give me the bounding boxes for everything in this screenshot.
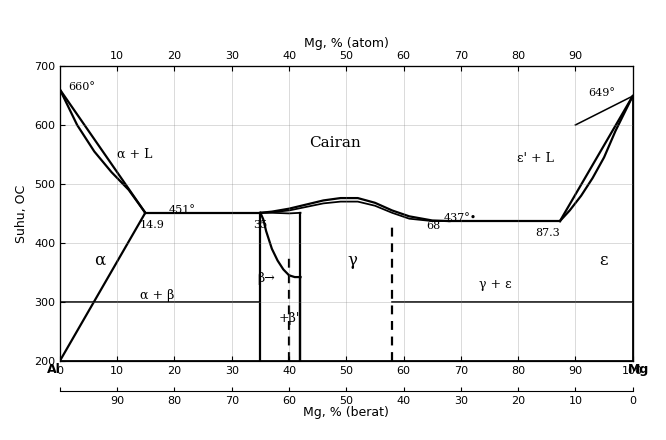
- Text: 649°: 649°: [589, 88, 615, 98]
- Text: 660°: 660°: [69, 82, 95, 92]
- Text: Mg: Mg: [628, 363, 649, 376]
- Text: 68: 68: [426, 221, 441, 231]
- Text: 451°: 451°: [168, 205, 196, 215]
- Text: 35: 35: [253, 220, 268, 230]
- Text: α + β: α + β: [140, 290, 174, 302]
- Text: γ + ε: γ + ε: [479, 278, 511, 291]
- Text: +β': +β': [278, 312, 300, 325]
- Text: β→: β→: [257, 272, 275, 285]
- Text: α: α: [95, 252, 106, 269]
- X-axis label: Mg, % (atom): Mg, % (atom): [304, 37, 389, 50]
- Text: ε' + L: ε' + L: [517, 152, 553, 165]
- Text: γ: γ: [347, 252, 357, 269]
- X-axis label: Mg, % (berat): Mg, % (berat): [304, 406, 389, 419]
- Text: Al: Al: [47, 363, 61, 376]
- Text: 87.3: 87.3: [535, 228, 560, 238]
- Text: 437°•: 437°•: [444, 213, 477, 223]
- Text: Cairan: Cairan: [309, 136, 361, 150]
- Text: α + L: α + L: [117, 148, 152, 161]
- Y-axis label: Suhu, OC: Suhu, OC: [15, 184, 29, 242]
- Text: ε: ε: [600, 252, 608, 269]
- Text: 14.9: 14.9: [140, 220, 165, 230]
